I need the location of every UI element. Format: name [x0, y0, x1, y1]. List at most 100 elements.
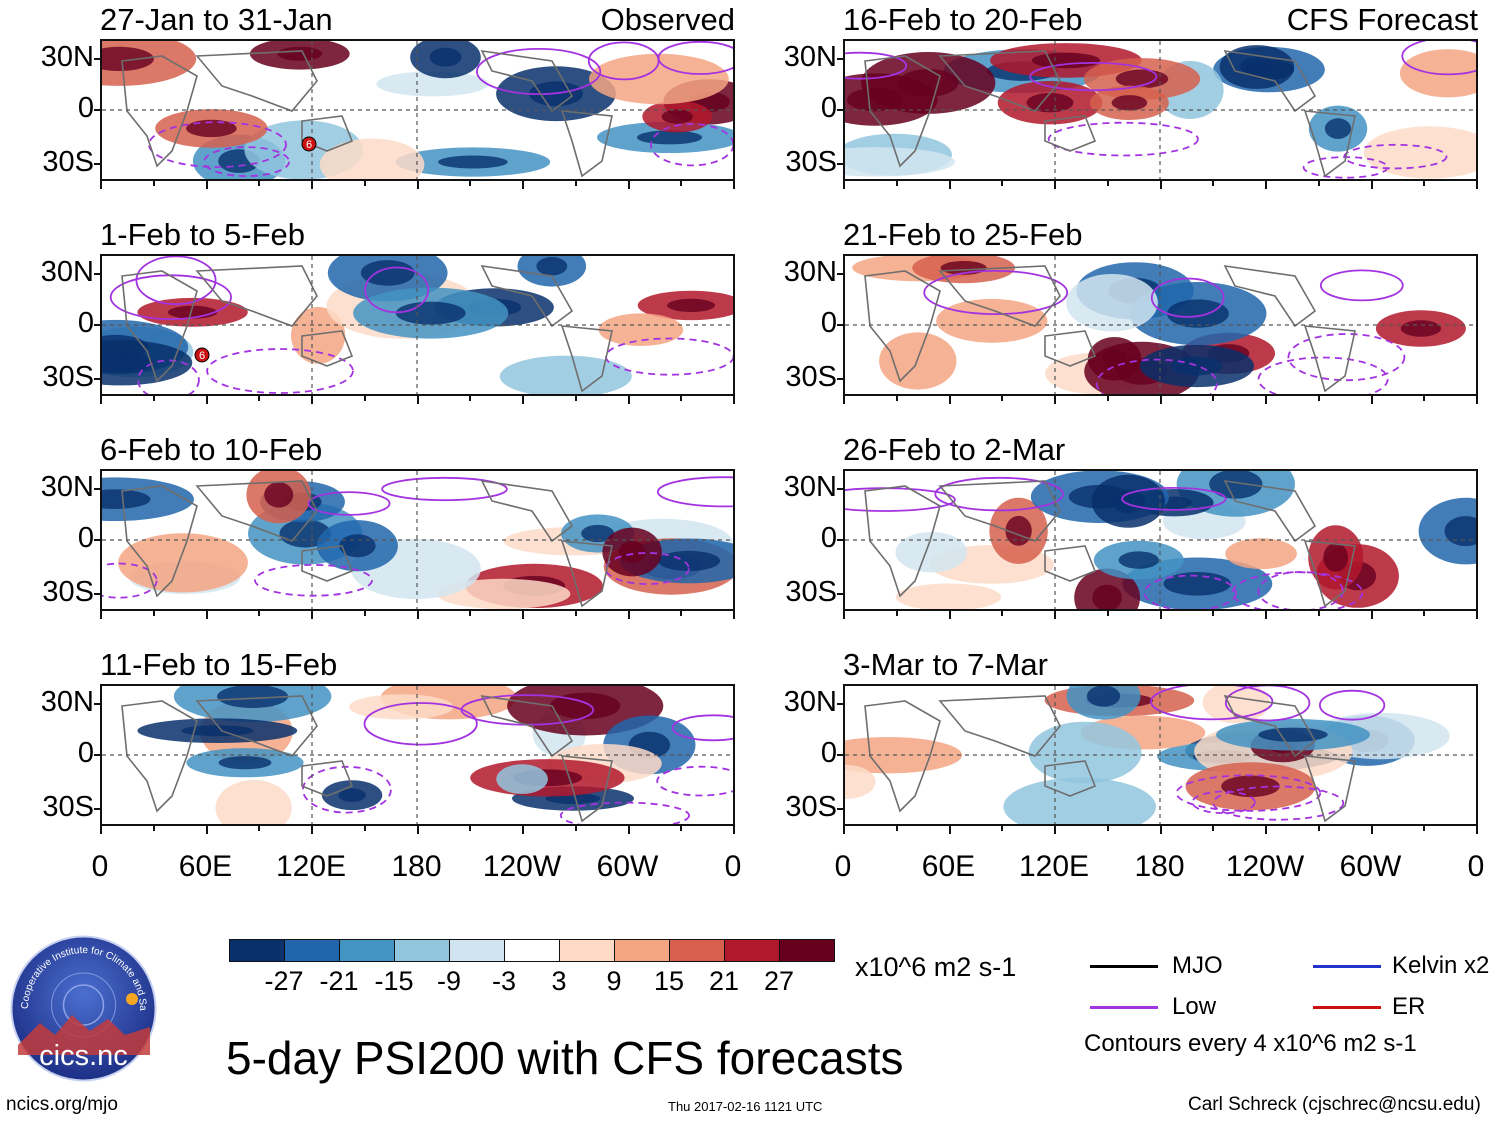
anomaly-core: [1005, 515, 1032, 546]
anomaly-shading: [118, 533, 248, 593]
panel-title: 1-Feb to 5-Feb: [100, 217, 306, 252]
anomaly-core: [1102, 349, 1127, 369]
coastline: [1303, 110, 1356, 178]
low-contour: [364, 266, 430, 314]
anomaly-core: [1258, 727, 1328, 742]
x-tick: [1423, 611, 1426, 616]
low-contour-dashed: [650, 123, 733, 167]
psi200-anomaly-map: [845, 686, 1476, 824]
coastline: [195, 695, 318, 757]
x-tick: [258, 396, 261, 401]
x-tick: [1106, 396, 1109, 401]
latitude-label: 30N: [40, 41, 94, 73]
anomaly-shading: [349, 694, 454, 720]
y-tick: [94, 593, 100, 595]
colorbar-label: -3: [491, 966, 516, 996]
x-tick: [1423, 396, 1426, 401]
latitude-label: 0: [820, 307, 837, 339]
x-tick: [627, 396, 630, 404]
low-contour: [381, 476, 508, 502]
low-contour-dashed: [605, 337, 733, 376]
colorbar-swatch: [229, 939, 285, 962]
psi200-anomaly-map: [102, 686, 733, 824]
anomaly-shading: [496, 764, 548, 794]
x-tick: [469, 396, 472, 401]
coastline: [1303, 325, 1356, 393]
x-tick: [1476, 611, 1478, 619]
coastline: [480, 49, 574, 113]
legend-line-mjo: [1090, 965, 1158, 968]
colorbar-swatch: [449, 939, 505, 962]
longitude-label: 0: [1467, 850, 1485, 883]
y-tick: [837, 58, 843, 60]
coastline: [938, 695, 1061, 757]
longitude-label: 60W: [596, 850, 659, 883]
x-tick: [522, 611, 524, 619]
x-tick: [1212, 396, 1215, 401]
tropical-cyclone-icon: 6: [194, 347, 210, 363]
x-tick: [205, 396, 208, 404]
x-tick: [1265, 396, 1267, 404]
low-contour: [1318, 689, 1386, 721]
latitude-label: 0: [820, 92, 837, 124]
anomaly-core: [429, 47, 462, 67]
low-contour: [656, 476, 733, 508]
panel-title: 21-Feb to 25-Feb: [843, 217, 1083, 252]
coastline: [938, 50, 1061, 112]
coastline: [1303, 755, 1356, 823]
map-panel: [843, 684, 1478, 826]
contours-note: Contours every 4 x10^6 m2 s-1: [1084, 1030, 1417, 1057]
anomaly-shading: [589, 53, 729, 105]
y-tick: [94, 109, 100, 111]
x-tick: [1317, 611, 1320, 616]
y-tick: [837, 324, 843, 326]
coastline: [301, 330, 354, 367]
low-contour: [135, 256, 217, 306]
colorbar-label: -15: [374, 966, 414, 996]
psi200-anomaly-map: [845, 256, 1476, 394]
map-panel: [843, 469, 1478, 611]
coastline: [560, 540, 613, 608]
footer-link[interactable]: ncics.org/mjo: [6, 1094, 118, 1115]
anomaly-core: [1031, 52, 1101, 69]
legend-label-er: ER: [1392, 993, 1426, 1020]
coastline: [121, 270, 198, 383]
y-tick: [94, 808, 100, 810]
latitude-label: 0: [820, 737, 837, 769]
low-contour: [307, 491, 391, 516]
anomaly-core: [102, 46, 154, 71]
longitude-label: 120W: [482, 850, 562, 883]
coastline: [938, 265, 1061, 327]
map-panel: 6: [100, 254, 735, 396]
colorbar-swatch: [669, 939, 725, 962]
x-tick: [680, 826, 683, 831]
anomaly-core: [1444, 516, 1476, 547]
x-tick: [1212, 826, 1215, 831]
anomaly-core: [898, 69, 959, 97]
anomaly-shading: [895, 583, 1002, 609]
x-tick: [416, 826, 419, 834]
x-tick: [627, 826, 630, 834]
low-contour: [1319, 269, 1404, 302]
y-tick: [94, 163, 100, 165]
colorbar-label: 9: [606, 966, 622, 996]
x-tick: [1001, 181, 1004, 186]
coastline: [480, 479, 574, 543]
anomaly-core: [1163, 572, 1231, 596]
anomaly-core: [550, 692, 621, 720]
anomaly-shading: [936, 298, 1048, 343]
cics-logo: Cooperative Institute for Climate and Sa…: [7, 927, 157, 1082]
colorbar-label: -27: [264, 966, 304, 996]
x-tick: [1054, 611, 1056, 619]
anomaly-core: [1400, 320, 1442, 337]
x-tick: [1054, 826, 1056, 834]
anomaly-shading: [215, 780, 292, 824]
latitude-label: 30N: [783, 41, 837, 73]
coastline: [195, 50, 318, 112]
coastline: [1223, 694, 1317, 758]
colorbar-swatch: [779, 939, 835, 962]
low-contour-dashed: [137, 359, 200, 394]
panel-title: 27-Jan to 31-Jan: [100, 2, 333, 37]
coastline: [1303, 540, 1356, 608]
x-tick: [1001, 826, 1004, 831]
